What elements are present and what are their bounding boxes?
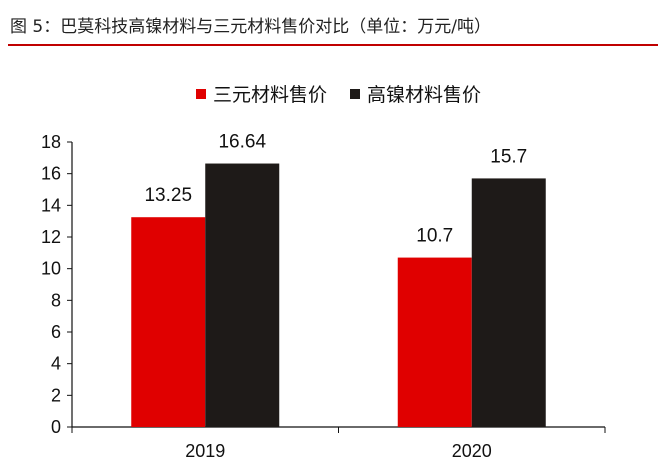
bar-2019-1	[131, 217, 206, 427]
x-category-label-2020: 2020	[452, 441, 492, 461]
data-label-2020-2: 15.7	[490, 146, 527, 167]
y-tick-label-16: 16	[41, 164, 61, 184]
y-tick-label-2: 2	[51, 385, 61, 405]
legend-label-2: 高镍材料售价	[367, 84, 481, 106]
data-label-2020-1: 10.7	[416, 226, 453, 247]
y-tick-label-8: 8	[51, 290, 61, 310]
legend-swatch-1	[196, 89, 206, 99]
y-tick-label-0: 0	[51, 417, 61, 437]
caption-divider	[8, 44, 658, 46]
y-tick-label-18: 18	[41, 132, 61, 152]
legend-swatch-2	[350, 89, 360, 99]
data-label-2019-2: 16.64	[218, 132, 266, 153]
bar-2019-2	[205, 163, 280, 428]
figure-caption: 图 5：巴莫科技高镍材料与三元材料售价对比（单位：万元/吨）	[10, 17, 491, 37]
y-tick-label-10: 10	[41, 259, 61, 279]
bar-2020-1	[397, 257, 472, 427]
legend-label-1: 三元材料售价	[213, 84, 327, 106]
y-tick-label-6: 6	[51, 322, 61, 342]
y-tick-label-4: 4	[51, 354, 61, 374]
y-tick-label-12: 12	[41, 227, 61, 247]
x-category-label-2019: 2019	[185, 441, 225, 461]
bar-2020-2	[471, 178, 546, 427]
y-tick-label-14: 14	[41, 195, 61, 215]
data-label-2019-1: 13.25	[144, 185, 192, 206]
